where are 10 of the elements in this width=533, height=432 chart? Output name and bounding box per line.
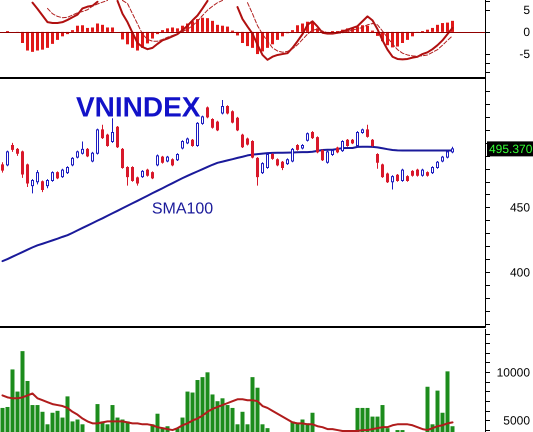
y-tick-label: 0 xyxy=(523,24,530,39)
y-tick-label: -5 xyxy=(519,47,530,62)
series-label: SMA100 xyxy=(152,200,214,218)
y-tick-label: 5 xyxy=(523,2,530,17)
y-tick-label: 450 xyxy=(510,200,530,215)
y-tick-label: 400 xyxy=(510,266,530,280)
y-tick-label: 5000 xyxy=(503,413,530,428)
text: 495.370 xyxy=(489,142,533,156)
y-tick-label: 10000 xyxy=(496,365,530,380)
text: VNINDEX xyxy=(76,92,201,122)
